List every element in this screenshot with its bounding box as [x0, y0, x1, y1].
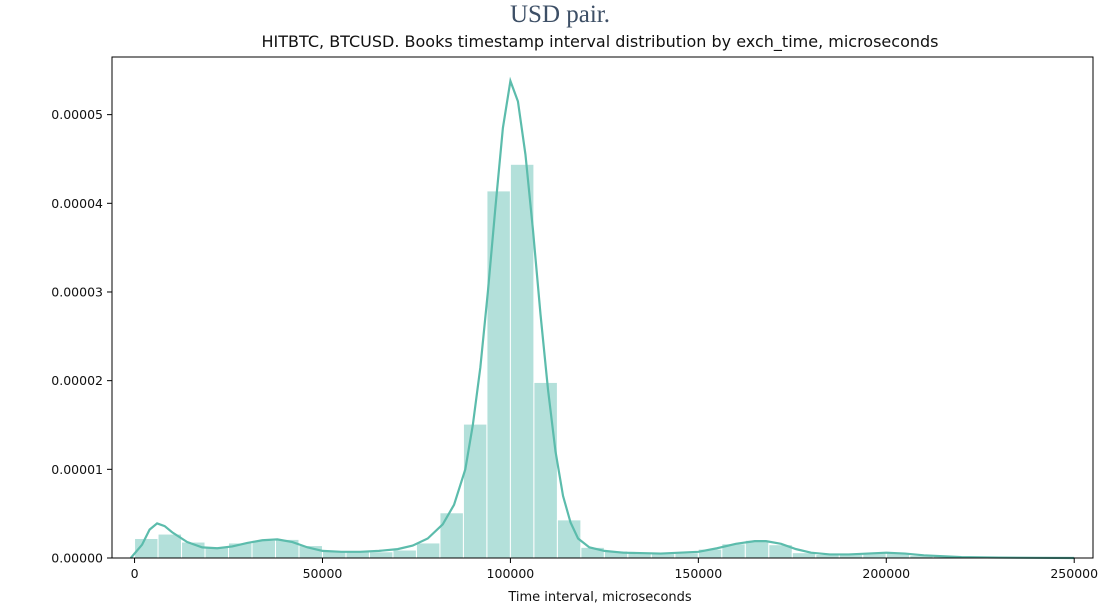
x-tick-label: 0	[131, 566, 139, 581]
y-tick-label: 0.00003	[51, 284, 103, 299]
x-tick-label: 100000	[487, 566, 535, 581]
histogram-bar	[415, 542, 441, 559]
histogram-bars	[134, 163, 1075, 559]
y-tick-label: 0.00002	[51, 373, 103, 388]
histogram-bar	[533, 381, 558, 559]
histogram-bar	[251, 539, 276, 559]
x-tick-label: 150000	[674, 566, 722, 581]
y-tick-label: 0.00005	[51, 107, 103, 122]
histogram-bar	[509, 163, 535, 559]
x-axis-ticks: 0 50000 100000 150000 200000 250000	[131, 558, 1098, 581]
histogram-bar	[439, 512, 464, 559]
caption-text: USD pair.	[510, 1, 610, 28]
kde-density-line	[129, 76, 1075, 560]
y-tick-label: 0.00004	[51, 196, 103, 211]
y-tick-label: 0.00001	[51, 462, 103, 477]
histogram-bar	[368, 551, 394, 559]
x-axis-label: Time interval, microseconds	[507, 590, 692, 605]
histogram-bar	[462, 423, 488, 559]
x-tick-label: 50000	[303, 566, 343, 581]
histogram-bar	[392, 549, 417, 559]
x-tick-label: 200000	[862, 566, 910, 581]
y-tick-label: 0.00000	[51, 551, 103, 566]
histogram-bar	[486, 190, 511, 559]
plot-frame	[111, 56, 1094, 559]
y-axis-ticks: 0.00000 0.00001 0.00002 0.00003 0.00004 0.000…	[51, 107, 112, 566]
chart-title: HITBTC, BTCUSD. Books timestamp interval…	[262, 32, 939, 52]
x-tick-label: 250000	[1050, 566, 1098, 581]
histogram-bar	[157, 533, 183, 559]
